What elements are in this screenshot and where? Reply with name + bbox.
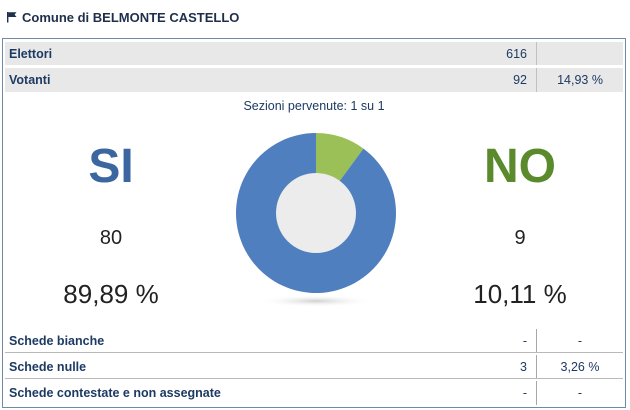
chart-shadow xyxy=(258,295,374,307)
flag-icon xyxy=(6,11,18,23)
donut-hole xyxy=(276,173,356,253)
schede-row: Schede bianche - - xyxy=(5,329,623,353)
column-divider xyxy=(536,42,537,65)
schede-value: 3 xyxy=(520,360,527,374)
page-title: Comune di BELMONTE CASTELLO xyxy=(22,9,240,25)
schede-label: Schede contestate e non assegnate xyxy=(9,386,221,400)
votanti-pct: 14,93 % xyxy=(557,73,603,87)
schede-value: - xyxy=(522,334,527,348)
sections-received: Sezioni pervenute: 1 su 1 xyxy=(243,99,385,113)
column-divider xyxy=(536,329,537,352)
no-percent: 10,11 % xyxy=(473,279,567,309)
schede-value: - xyxy=(522,386,527,400)
column-divider xyxy=(536,68,537,92)
no-label: NO xyxy=(484,140,556,193)
schede-pct: - xyxy=(577,334,583,348)
si-count: 80 xyxy=(99,227,123,249)
no-count: 9 xyxy=(514,227,526,249)
schede-row: Schede contestate e non assegnate - - xyxy=(5,381,623,405)
elettori-value: 616 xyxy=(506,47,527,61)
votanti-row: Votanti 92 14,93 % xyxy=(5,68,623,92)
column-divider xyxy=(536,355,537,378)
elettori-label: Elettori xyxy=(9,47,53,61)
elettori-row: Elettori 616 xyxy=(5,42,623,66)
column-divider xyxy=(536,381,537,405)
votanti-label: Votanti xyxy=(9,73,51,87)
si-percent: 89,89 % xyxy=(63,279,159,309)
schede-pct: 3,26 % xyxy=(560,360,600,374)
votanti-value: 92 xyxy=(513,73,527,87)
schede-row: Schede nulle 3 3,26 % xyxy=(5,355,623,379)
schede-label: Schede nulle xyxy=(9,360,87,374)
page-header: Comune di BELMONTE CASTELLO xyxy=(6,6,239,28)
results-panel: Elettori 616 Votanti 92 14,93 % Sezioni … xyxy=(2,38,626,408)
results-donut-chart xyxy=(236,133,396,307)
schede-label: Schede bianche xyxy=(9,334,105,348)
schede-pct: - xyxy=(577,386,583,400)
si-label: SI xyxy=(88,140,134,193)
